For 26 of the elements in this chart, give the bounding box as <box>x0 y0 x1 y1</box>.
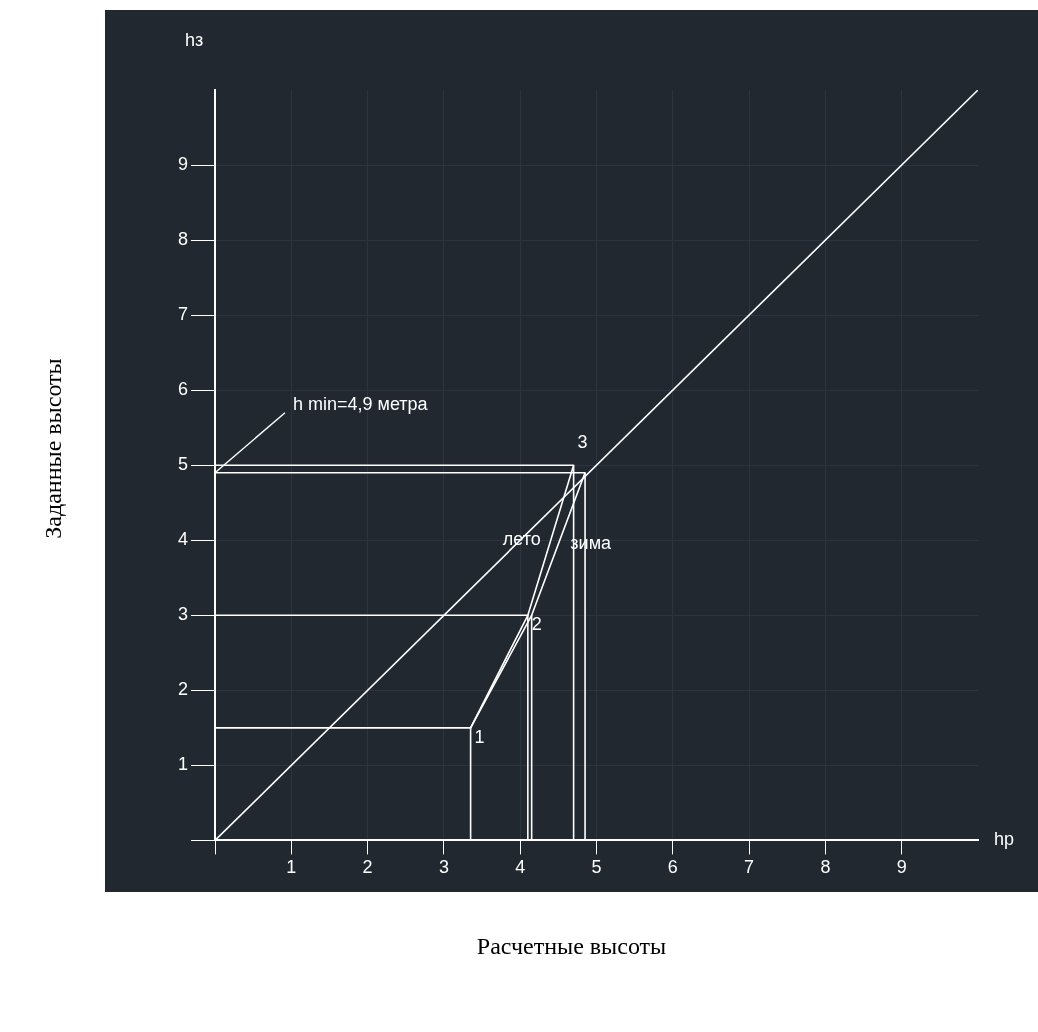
x-tick-label: 9 <box>896 857 907 878</box>
x-tick-label: 8 <box>820 857 831 878</box>
annotation: 2 <box>531 614 542 635</box>
y-tick-label: 5 <box>178 454 189 475</box>
y-tick-label: 4 <box>178 529 189 550</box>
y-tick-label: 6 <box>178 379 189 400</box>
y-tick-label: 1 <box>178 754 189 775</box>
y-tick-label: 2 <box>178 679 189 700</box>
annotation: 1 <box>474 726 485 747</box>
y-tick-label: 9 <box>178 154 189 175</box>
x-tick-label: 5 <box>591 857 602 878</box>
x-tick-label: 4 <box>515 857 526 878</box>
annotation: h min=4,9 метра <box>293 393 429 414</box>
text: hр <box>994 829 1015 850</box>
y-axis-title: Заданные высоты <box>39 357 67 539</box>
x-tick-label: 7 <box>744 857 755 878</box>
x-tick-label: 6 <box>667 857 678 878</box>
x-tick-label: 2 <box>362 857 373 878</box>
annotation: 3 <box>577 432 588 453</box>
x-tick-label: 3 <box>438 857 449 878</box>
x-tick-label: 1 <box>286 857 297 878</box>
y-tick-label: 7 <box>178 304 189 325</box>
y-tick-label: 3 <box>178 604 189 625</box>
y-tick-label: 8 <box>178 229 189 250</box>
x-axis-title: Расчетные высоты <box>475 933 668 960</box>
text: hз <box>185 29 204 50</box>
